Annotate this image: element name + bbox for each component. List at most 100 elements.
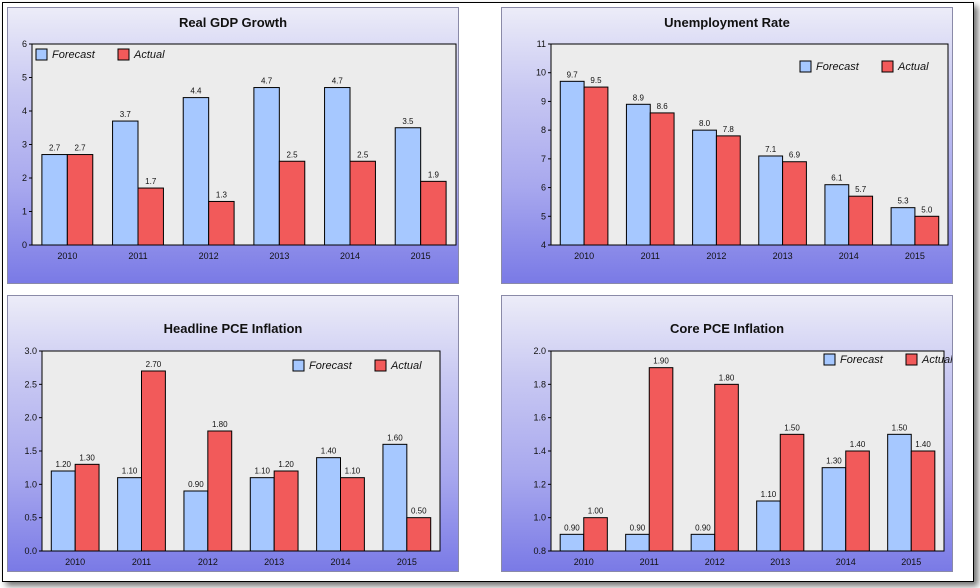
y-tick-label: 2.0	[24, 413, 37, 423]
chart-svg: Real GDP Growth 0 1 2 3 4 5 6 2.7 2.7 2010 3.7 1.7 20…	[22, 15, 457, 261]
plot-area	[550, 43, 949, 246]
bar-forecast	[183, 490, 209, 552]
data-label-actual: 6.9	[789, 151, 801, 160]
data-label-forecast: 1.60	[387, 433, 403, 442]
bar-actual	[207, 430, 233, 552]
bar-actual	[66, 154, 94, 246]
bar-forecast	[112, 120, 139, 246]
bar-actual	[273, 470, 299, 552]
y-tick-label: 2.5	[24, 379, 37, 389]
x-tick-label: 2013	[269, 251, 289, 261]
data-label-forecast: 1.40	[321, 447, 337, 456]
data-label-forecast: 9.7	[567, 70, 579, 79]
x-tick-label: 2012	[706, 251, 726, 261]
data-label-forecast: 4.7	[332, 77, 344, 86]
data-label-forecast: 2.7	[49, 144, 61, 153]
data-label-actual: 1.20	[278, 460, 294, 469]
x-tick-label: 2012	[199, 251, 219, 261]
data-label-forecast: 0.90	[564, 523, 580, 532]
y-tick-label: 4	[22, 106, 27, 116]
x-tick-label: 2011	[640, 557, 659, 567]
bar-actual	[845, 450, 870, 552]
data-label-actual: 2.5	[286, 150, 298, 159]
bar-actual	[420, 180, 447, 246]
y-tick-label: 1.0	[533, 513, 546, 523]
data-label-actual: 1.00	[588, 507, 604, 516]
bar-forecast	[625, 533, 650, 552]
bar-forecast	[253, 87, 280, 246]
data-label-actual: 1.30	[79, 453, 95, 462]
y-tick-label: 1.6	[533, 413, 546, 423]
data-label-actual: 2.70	[146, 360, 162, 369]
x-tick-label: 2013	[264, 557, 284, 567]
legend-label-actual: Actual	[390, 360, 422, 372]
bar-actual	[74, 463, 100, 552]
bar-actual	[779, 433, 805, 552]
unemployment-rate-chart-panel: Unemployment Rate 4 5 6 7 8 9 10 11 9.7 9.5 2010 8.9…	[501, 7, 953, 284]
plot-area	[41, 350, 441, 552]
bar-forecast	[41, 154, 68, 246]
y-tick-label: 3	[22, 140, 27, 150]
chart-title: Headline PCE Inflation	[164, 321, 303, 336]
chart-legend: Forecast Actual	[35, 48, 165, 61]
bar-actual	[715, 135, 741, 246]
bar-actual	[782, 161, 807, 246]
y-tick-label: 6	[22, 39, 27, 49]
y-tick-label: 10	[536, 68, 546, 78]
bar-forecast	[890, 207, 916, 246]
x-tick-label: 2013	[773, 251, 793, 261]
legend-swatch-forecast	[823, 353, 836, 366]
bar-forecast	[756, 500, 781, 552]
data-label-actual: 5.7	[855, 185, 867, 194]
data-label-forecast: 1.20	[55, 460, 71, 469]
x-tick-label: 2014	[839, 251, 859, 261]
data-label-forecast: 8.0	[699, 119, 711, 128]
dashboard-frame: Real GDP Growth 0 1 2 3 4 5 6 2.7 2.7 2010 3.7 1.7 20…	[2, 2, 974, 582]
data-label-forecast: 1.10	[122, 467, 138, 476]
bar-forecast	[824, 184, 850, 246]
data-label-actual: 2.5	[357, 150, 369, 159]
legend-label-forecast: Forecast	[840, 354, 884, 366]
bar-actual	[848, 195, 874, 246]
legend-swatch-forecast	[35, 48, 48, 61]
x-tick-label: 2012	[705, 557, 725, 567]
y-tick-label: 7	[541, 154, 546, 164]
headline-pce-chart-panel: Headline PCE Inflation 0.0 0.5 1.0 1.5 2.0 2.5…	[7, 295, 459, 572]
data-label-forecast: 4.7	[261, 77, 273, 86]
bar-actual	[278, 160, 306, 246]
data-label-actual: 1.10	[345, 467, 361, 476]
data-label-actual: 1.9	[428, 170, 440, 179]
bar-forecast	[625, 103, 651, 246]
legend-label-actual: Actual	[133, 49, 165, 61]
data-label-forecast: 4.4	[190, 87, 202, 96]
y-tick-label: 1.0	[24, 479, 37, 489]
data-label-forecast: 3.7	[120, 110, 132, 119]
y-tick-label: 2.0	[533, 346, 546, 356]
data-label-forecast: 0.90	[695, 523, 711, 532]
plot-area	[550, 350, 945, 552]
x-tick-label: 2013	[770, 557, 790, 567]
y-tick-label: 1.5	[24, 446, 37, 456]
data-label-actual: 1.40	[850, 440, 866, 449]
bar-actual	[648, 367, 674, 552]
x-tick-label: 2010	[574, 251, 594, 261]
data-label-forecast: 7.1	[765, 145, 777, 154]
y-tick-label: 0.5	[24, 513, 37, 523]
bar-actual	[340, 477, 365, 552]
y-tick-label: 5	[541, 211, 546, 221]
bar-forecast	[758, 155, 784, 246]
x-tick-label: 2011	[132, 557, 151, 567]
data-label-forecast: 0.90	[630, 523, 646, 532]
data-label-forecast: 1.30	[826, 457, 842, 466]
bar-actual	[583, 517, 608, 552]
bar-actual	[649, 112, 675, 246]
data-label-actual: 1.50	[784, 423, 800, 432]
x-tick-label: 2010	[65, 557, 85, 567]
bar-forecast	[559, 80, 585, 246]
chart-legend: Forecast Actual	[292, 359, 422, 372]
data-label-actual: 9.5	[590, 76, 602, 85]
data-label-actual: 8.6	[657, 102, 669, 111]
data-label-forecast: 6.1	[831, 174, 843, 183]
chart-svg: Core PCE Inflation 0.8 1.0 1.2 1.4 1.6 1.8 2.0 0…	[533, 321, 952, 567]
data-label-forecast: 1.50	[892, 423, 908, 432]
